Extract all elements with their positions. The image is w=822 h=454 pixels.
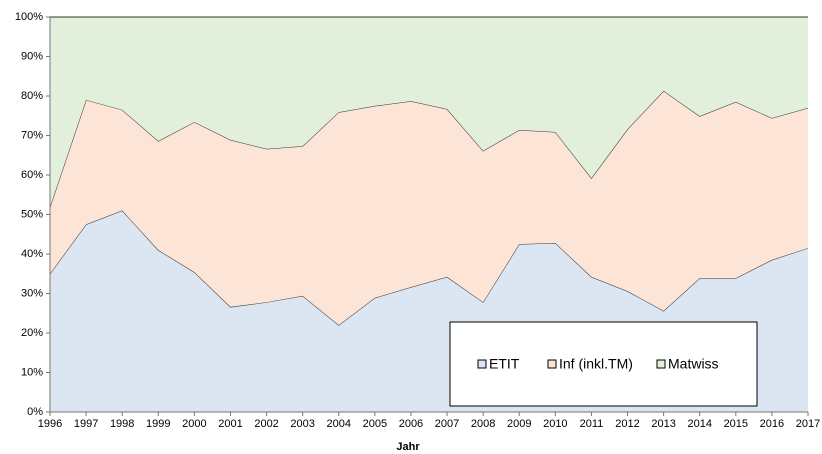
x-tick-label: 1996	[38, 418, 62, 430]
legend-label: ETIT	[489, 356, 520, 372]
x-tick-label: 2005	[363, 418, 387, 430]
area	[50, 17, 808, 207]
legend-label: Inf (inkl.TM)	[559, 356, 633, 372]
x-tick-label: 2012	[615, 418, 639, 430]
y-tick-label: 30%	[21, 287, 43, 299]
x-axis-label: Jahr	[396, 441, 420, 453]
x-tick-label: 2015	[724, 418, 748, 430]
x-tick-label: 2014	[687, 418, 711, 430]
y-tick-label: 50%	[21, 208, 43, 220]
legend-box	[449, 321, 758, 407]
y-tick-label: 80%	[21, 90, 43, 102]
x-tick-label: 2006	[399, 418, 423, 430]
x-tick-label: 2003	[290, 418, 314, 430]
x-tick-label: 1998	[110, 418, 134, 430]
x-tick-label: 1999	[146, 418, 170, 430]
legend-swatch	[477, 359, 487, 369]
x-tick-label: 2009	[507, 418, 531, 430]
x-tick-label: 2007	[435, 418, 459, 430]
y-tick-label: 90%	[21, 50, 43, 62]
y-tick-label: 70%	[21, 129, 43, 141]
x-tick-label: 2016	[760, 418, 784, 430]
x-tick-label: 2010	[543, 418, 567, 430]
y-tick-label: 0%	[27, 406, 43, 418]
y-tick-label: 10%	[21, 366, 43, 378]
x-tick-label: 1997	[74, 418, 98, 430]
legend-swatch	[656, 359, 666, 369]
y-tick-label: 100%	[15, 11, 43, 23]
x-tick-label: 2013	[651, 418, 675, 430]
area	[50, 90, 808, 326]
x-tick-label: 2011	[580, 418, 604, 430]
y-tick-label: 40%	[21, 248, 43, 260]
x-tick-label: 2000	[182, 418, 206, 430]
x-tick-label: 2002	[254, 418, 278, 430]
x-tick-label: 2001	[218, 418, 242, 430]
legend-swatch	[547, 359, 557, 369]
x-tick-label: 2017	[796, 418, 820, 430]
x-tick-label: 2008	[471, 418, 495, 430]
x-tick-label: 2004	[327, 418, 351, 430]
y-tick-label: 20%	[21, 327, 43, 339]
legend-label: Matwiss	[668, 356, 719, 372]
y-tick-label: 60%	[21, 169, 43, 181]
